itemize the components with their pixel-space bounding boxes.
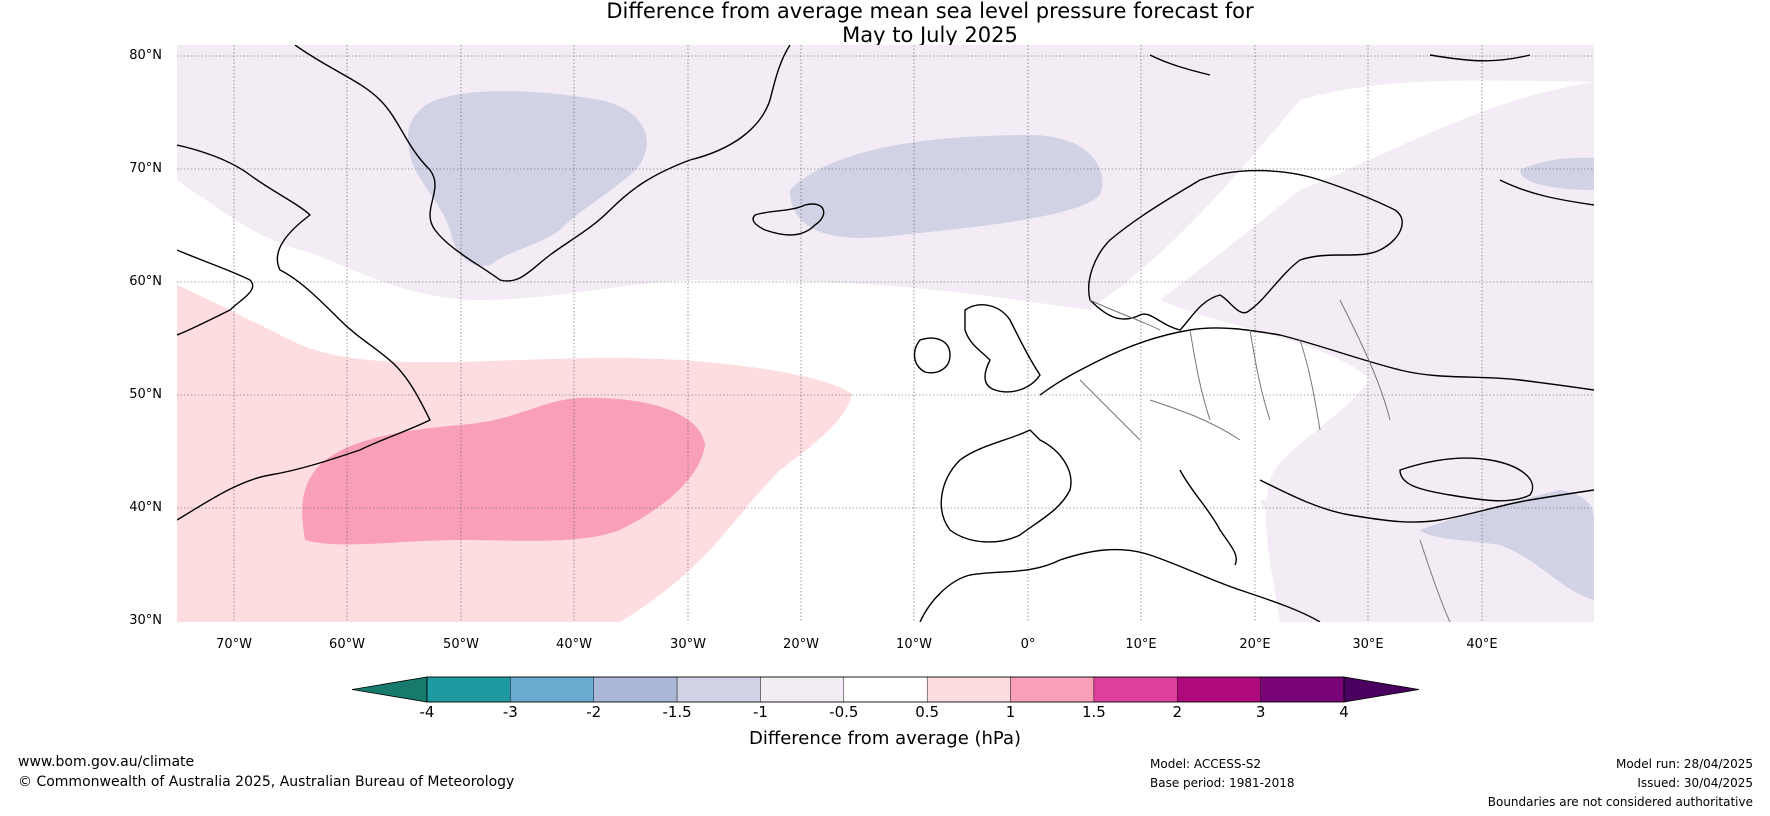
iceland-coast [752, 203, 825, 236]
source-url: www.bom.gov.au/climate [18, 754, 195, 770]
colorbar-bin [426, 676, 511, 703]
colorbar-bin [1010, 676, 1095, 703]
colorbar-tick-label: 1.5 [1081, 703, 1106, 721]
colorbar-extend-high [1343, 676, 1420, 703]
negative-anomaly-aegean [1260, 500, 1480, 622]
svalbard-russia [1149, 54, 1594, 206]
lon-label-20w: 20°W [783, 637, 819, 652]
black-sea [1399, 457, 1534, 502]
lat-label-40n: 40°N [129, 500, 162, 515]
model-run: Model run: 28/04/2025 [1615, 757, 1753, 771]
europe-mainland [1039, 327, 1594, 396]
black-sea-low [1420, 490, 1594, 600]
colorbar-bin [1093, 676, 1178, 703]
lat-label-80n: 80°N [129, 48, 162, 63]
lat-label-60n: 60°N [129, 274, 162, 289]
colorbar-tick-label: 4 [1339, 703, 1349, 721]
boundaries-disclaimer: Boundaries are not considered authoritat… [1487, 795, 1753, 809]
lon-label-40w: 40°W [556, 637, 592, 652]
colorbar-bin [1177, 676, 1261, 703]
lon-label-30w: 30°W [670, 637, 706, 652]
colorbar-tick-label: 1 [1005, 703, 1016, 721]
base-period: Base period: 1981-2018 [1150, 776, 1295, 790]
lon-label-0: 0° [1020, 637, 1036, 652]
lon-label-50w: 50°W [443, 637, 479, 652]
ireland [913, 337, 951, 374]
colorbar-tick-label: -1.5 [662, 703, 692, 721]
colorbar-extend-low [351, 676, 428, 703]
colorbar-tick-label: -4 [419, 703, 435, 721]
lon-label-40e: 40°E [1466, 637, 1498, 652]
map-title: Difference from average mean sea level p… [0, 0, 1770, 47]
title-line-1: Difference from average mean sea level p… [606, 0, 1254, 23]
colorbar [351, 676, 1420, 703]
negative-anomaly-east [1160, 82, 1594, 622]
north-africa [919, 548, 1321, 622]
coastlines [177, 45, 1594, 622]
issued-date: Issued: 30/04/2025 [1637, 776, 1753, 790]
italy [1179, 469, 1237, 566]
colorbar-bin [676, 676, 761, 703]
lat-label-30n: 30°N [129, 613, 162, 628]
copyright: © Commonwealth of Australia 2025, Austra… [18, 774, 515, 790]
lon-label-20e: 20°E [1239, 637, 1271, 652]
iberia [940, 429, 1072, 543]
lon-label-10e: 10°E [1125, 637, 1157, 652]
colorbar-tick-label: 2 [1172, 703, 1183, 721]
balkans-turkey [1259, 479, 1594, 523]
iceland-low [790, 135, 1103, 238]
colorbar-bin [843, 676, 928, 703]
title-line-2: May to July 2025 [842, 23, 1018, 47]
north-america-coast [177, 144, 431, 521]
colorbar-bin [593, 676, 678, 703]
lon-label-10w: 10°W [896, 637, 932, 652]
lon-label-70w: 70°W [216, 637, 252, 652]
colorbar-bin [926, 676, 1011, 703]
colorbar-bin [1260, 676, 1345, 703]
gridlines [177, 45, 1594, 622]
lat-label-50n: 50°N [129, 387, 162, 402]
colorbar-tick-label: -0.5 [829, 703, 859, 721]
lat-label-70n: 70°N [129, 161, 162, 176]
lon-label-30e: 30°E [1352, 637, 1384, 652]
colorbar-tick-label: -3 [502, 703, 518, 721]
colorbar-bin [760, 676, 845, 703]
colorbar-bin [510, 676, 594, 703]
british-isles [964, 304, 1041, 393]
colorbar-tick-label: 0.5 [915, 703, 940, 721]
scandinavia-coast [1088, 169, 1403, 331]
hudson-bay-area [177, 249, 254, 336]
colorbar-tick-label: -1 [752, 703, 768, 721]
colorbar-tick-label: 3 [1255, 703, 1266, 721]
colorbar-tick-label: -2 [586, 703, 602, 721]
greenland-coast [294, 45, 791, 282]
model-name: Model: ACCESS-S2 [1150, 757, 1262, 771]
colorbar-label: Difference from average (hPa) [748, 728, 1022, 749]
country-borders [1079, 299, 1451, 622]
greenland-low [408, 91, 647, 266]
barents-low [1520, 157, 1594, 190]
lon-label-60w: 60°W [329, 637, 365, 652]
anomaly-field [177, 45, 1594, 622]
